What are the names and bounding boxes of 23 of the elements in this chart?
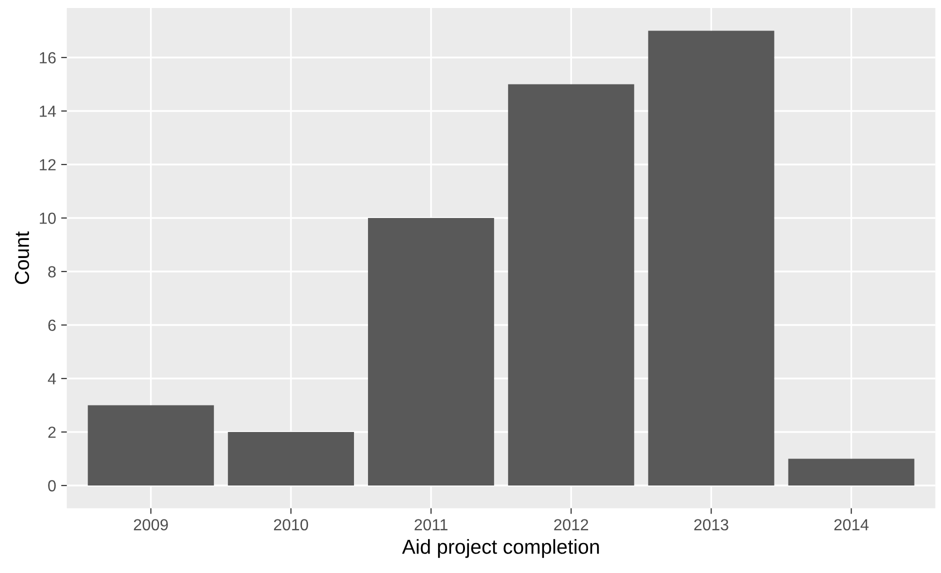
x-tick-label: 2011 (414, 519, 448, 530)
y-tick-label: 2 (48, 426, 56, 438)
y-tick-label: 14 (40, 106, 56, 117)
y-tick-label: 8 (48, 266, 56, 278)
y-tick-label: 6 (48, 320, 56, 331)
bar (368, 218, 494, 486)
x-tick-label: 2009 (134, 519, 168, 530)
x-tick-label: 2012 (554, 519, 588, 530)
x-tick-label: 2013 (694, 519, 728, 530)
bar (788, 458, 914, 486)
x-tick-label: 2010 (274, 519, 308, 530)
y-tick-label: 12 (40, 159, 56, 170)
y-tick-label: 10 (40, 212, 56, 224)
x-axis-title: Aid project completion (402, 539, 599, 558)
x-tick-label: 2014 (834, 519, 869, 530)
y-tick-label: 4 (48, 373, 56, 384)
y-axis-title: Count (14, 231, 30, 284)
bar (88, 405, 214, 486)
y-tick-label: 16 (40, 52, 56, 64)
bar (228, 432, 354, 486)
bar (648, 30, 774, 486)
bar (508, 84, 634, 486)
y-tick-label: 0 (48, 480, 56, 492)
